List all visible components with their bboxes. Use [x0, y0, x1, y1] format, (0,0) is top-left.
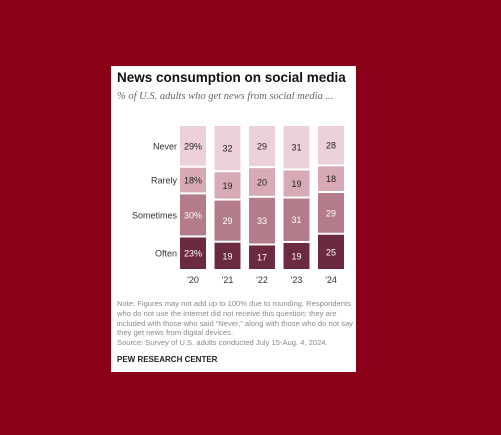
data-label-rarely-22: 20 [257, 177, 267, 187]
data-label-rarely-23: 19 [291, 179, 301, 189]
bar-never-23 [283, 126, 310, 169]
bar-never-21 [214, 126, 241, 171]
legend-label-often: Often [155, 249, 177, 259]
chart-subtitle: % of U.S. adults who get news from socia… [117, 91, 334, 102]
data-label-often-20: 23% [184, 249, 202, 259]
bar-rarely-21 [214, 172, 241, 199]
bar-often-23 [283, 242, 310, 269]
data-label-never-22: 29 [257, 141, 267, 151]
data-label-never-23: 31 [291, 143, 301, 153]
bar-never-24 [318, 126, 344, 165]
bar-sometimes-20 [180, 194, 206, 236]
data-label-sometimes-22: 33 [257, 216, 267, 226]
x-tick-label-21: '21 [222, 275, 234, 285]
data-label-rarely-21: 19 [222, 181, 232, 191]
source-text: Source: Survey of U.S. adults conducted … [117, 338, 328, 348]
data-label-never-20: 29% [184, 141, 202, 151]
data-label-often-21: 19 [222, 251, 232, 261]
legend-label-never: Never [153, 141, 177, 151]
bar-never-22 [249, 126, 275, 167]
bar-rarely-20 [180, 167, 206, 193]
bar-rarely-24 [318, 166, 344, 192]
x-tick-label-23: '23 [291, 275, 303, 285]
bar-rarely-22 [249, 168, 275, 196]
data-label-sometimes-24: 29 [326, 208, 336, 218]
bar-often-20 [180, 237, 206, 269]
note-text: Note: Figures may not add up to 100% due… [117, 299, 353, 338]
data-label-often-24: 25 [326, 247, 336, 257]
data-label-never-21: 32 [222, 144, 232, 154]
stacked-bar-chart: 23% 30% 18% 29% '20 19 29 19 32 '21 17 33 20 29 '22 19 3… [132, 126, 344, 285]
x-tick-label-20: '20 [187, 275, 199, 285]
chart-title: News consumption on social media [117, 70, 346, 85]
data-label-rarely-20: 18% [184, 175, 202, 185]
legend-label-sometimes: Sometimes [132, 210, 178, 220]
data-label-sometimes-23: 31 [291, 215, 301, 225]
chart-notes: Note: Figures may not add up to 100% due… [117, 299, 353, 348]
data-label-never-24: 28 [326, 141, 336, 151]
bar-often-22 [249, 245, 275, 269]
x-tick-label-24: '24 [325, 275, 337, 285]
data-label-often-23: 19 [291, 251, 301, 261]
data-label-often-22: 17 [257, 253, 267, 263]
bar-rarely-23 [283, 170, 310, 197]
data-label-sometimes-21: 29 [222, 216, 232, 226]
bar-sometimes-22 [249, 197, 275, 244]
pew-research-center-logo: PEW RESEARCH CENTER [117, 355, 218, 364]
data-label-sometimes-20: 30% [184, 210, 202, 220]
bar-sometimes-23 [283, 198, 310, 241]
legend-label-rarely: Rarely [151, 175, 178, 185]
bar-sometimes-24 [318, 193, 344, 233]
bar-often-21 [214, 242, 241, 269]
bar-often-24 [318, 234, 344, 269]
x-tick-label-22: '22 [256, 275, 268, 285]
data-label-rarely-24: 18 [326, 174, 336, 184]
chart-card: News consumption on social media % of U.… [111, 66, 356, 372]
bar-sometimes-21 [214, 200, 241, 241]
bar-never-20 [180, 126, 206, 166]
